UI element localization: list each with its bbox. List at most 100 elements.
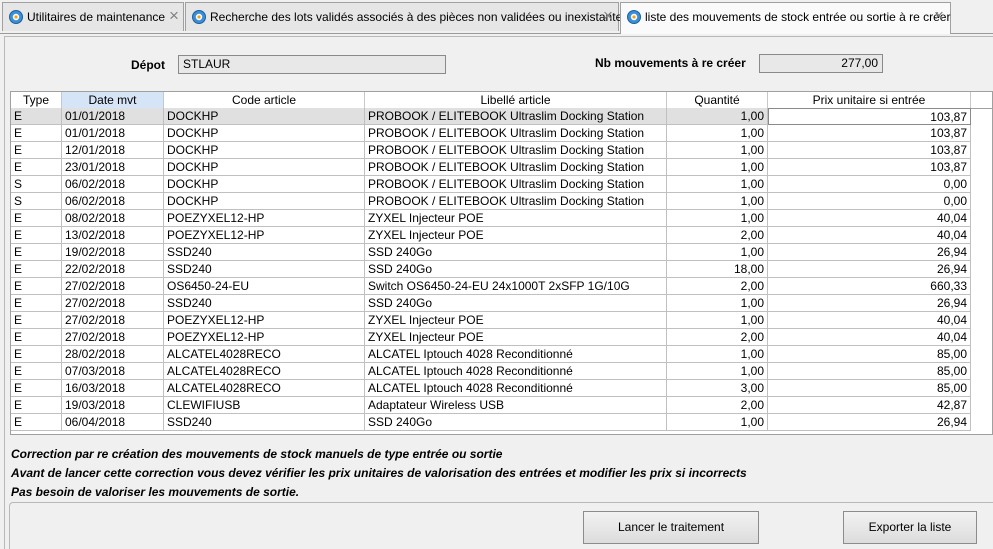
cell-prix[interactable]: 85,00	[768, 346, 971, 363]
cell-code: DOCKHP	[164, 125, 365, 142]
cell-quantite: 1,00	[667, 244, 768, 261]
table-row[interactable]: E 01/01/2018 DOCKHP PROBOOK / ELITEBOOK Ult…	[11, 108, 992, 125]
tab-utilitaires-maintenance[interactable]: Utilitaires de maintenance ×	[2, 2, 184, 31]
tab-label: Recherche des lots validés associés à de…	[210, 10, 629, 24]
cell-prix[interactable]: 40,04	[768, 312, 971, 329]
cell-prix[interactable]: 103,87	[768, 159, 971, 176]
cell-prix[interactable]: 40,04	[768, 329, 971, 346]
tab-liste-mouvements[interactable]: liste des mouvements de stock entrée ou …	[620, 2, 951, 34]
cell-prix[interactable]: 40,04	[768, 210, 971, 227]
cell-prix[interactable]: 660,33	[768, 278, 971, 295]
cell-date: 06/02/2018	[62, 176, 164, 193]
settings-gear-icon	[192, 10, 206, 24]
cell-libelle: SSD 240Go	[365, 414, 667, 431]
column-header-libelle[interactable]: Libellé article	[365, 92, 667, 108]
table-row[interactable]: E 27/02/2018 POEZYXEL12-HP ZYXEL Injecteur …	[11, 329, 992, 346]
cell-type: E	[11, 125, 62, 142]
table-row[interactable]: E 12/01/2018 DOCKHP PROBOOK / ELITEBOOK Ult…	[11, 142, 992, 159]
table-row[interactable]: E 08/02/2018 POEZYXEL12-HP ZYXEL Injecteur …	[11, 210, 992, 227]
cell-prix[interactable]: 40,04	[768, 227, 971, 244]
cell-date: 16/03/2018	[62, 380, 164, 397]
cell-code: OS6450-24-EU	[164, 278, 365, 295]
table-row[interactable]: E 16/03/2018 ALCATEL4028RECO ALCATEL Iptouc…	[11, 380, 992, 397]
cell-quantite: 1,00	[667, 295, 768, 312]
cell-quantite: 1,00	[667, 142, 768, 159]
cell-date: 27/02/2018	[62, 312, 164, 329]
cell-code: SSD240	[164, 414, 365, 431]
cell-code: POEZYXEL12-HP	[164, 312, 365, 329]
cell-type: E	[11, 380, 62, 397]
column-header-date[interactable]: Date mvt	[62, 92, 164, 108]
depot-field[interactable]: STLAUR	[178, 55, 446, 74]
cell-prix[interactable]: 103,87	[768, 125, 971, 142]
cell-code: ALCATEL4028RECO	[164, 346, 365, 363]
cell-libelle: Switch OS6450-24-EU 24x1000T 2xSFP 1G/10…	[365, 278, 667, 295]
cell-prix[interactable]: 26,94	[768, 261, 971, 278]
table-row[interactable]: E 07/03/2018 ALCATEL4028RECO ALCATEL Iptouc…	[11, 363, 992, 380]
cell-quantite: 1,00	[667, 414, 768, 431]
cell-date: 07/03/2018	[62, 363, 164, 380]
cell-type: E	[11, 329, 62, 346]
cell-type: E	[11, 397, 62, 414]
table-row[interactable]: E 01/01/2018 DOCKHP PROBOOK / ELITEBOOK Ult…	[11, 125, 992, 142]
table-row[interactable]: E 28/02/2018 ALCATEL4028RECO ALCATEL Iptouc…	[11, 346, 992, 363]
cell-prix[interactable]: 0,00	[768, 193, 971, 210]
close-icon[interactable]: ×	[603, 6, 613, 25]
cell-quantite: 1,00	[667, 159, 768, 176]
export-list-button[interactable]: Exporter la liste	[843, 511, 977, 544]
column-header-type[interactable]: Type	[11, 92, 62, 108]
cell-libelle: PROBOOK / ELITEBOOK Ultraslim Docking St…	[365, 108, 667, 125]
column-header-quantite[interactable]: Quantité	[667, 92, 768, 108]
cell-type: S	[11, 193, 62, 210]
instructions: Correction par re création des mouvement…	[11, 445, 747, 502]
tab-recherche-lots[interactable]: Recherche des lots validés associés à de…	[185, 2, 628, 31]
cell-libelle: ALCATEL Iptouch 4028 Reconditionné	[365, 380, 667, 397]
table-row[interactable]: E 23/01/2018 DOCKHP PROBOOK / ELITEBOOK Ult…	[11, 159, 992, 176]
table-row[interactable]: E 27/02/2018 OS6450-24-EU Switch OS6450-24-…	[11, 278, 992, 295]
cell-code: SSD240	[164, 295, 365, 312]
table-row[interactable]: E 27/02/2018 SSD240 SSD 240Go 1,00 26,94	[11, 295, 992, 312]
launch-treatment-button[interactable]: Lancer le traitement	[583, 511, 759, 544]
cell-type: S	[11, 176, 62, 193]
cell-type: E	[11, 346, 62, 363]
cell-code: DOCKHP	[164, 176, 365, 193]
table-row[interactable]: S 06/02/2018 DOCKHP PROBOOK / ELITEBOOK Ult…	[11, 193, 992, 210]
cell-date: 27/02/2018	[62, 295, 164, 312]
cell-type: E	[11, 159, 62, 176]
tab-label: liste des mouvements de stock entrée ou …	[645, 10, 951, 24]
cell-prix[interactable]: 42,87	[768, 397, 971, 414]
cell-libelle: Adaptateur Wireless USB	[365, 397, 667, 414]
cell-prix[interactable]: 26,94	[768, 295, 971, 312]
cell-quantite: 2,00	[667, 278, 768, 295]
cell-quantite: 2,00	[667, 329, 768, 346]
table-header: Type Date mvt Code article Libellé artic…	[11, 92, 992, 109]
instruction-line: Pas besoin de valoriser les mouvements d…	[11, 485, 300, 499]
table-row[interactable]: S 06/02/2018 DOCKHP PROBOOK / ELITEBOOK Ult…	[11, 176, 992, 193]
close-icon[interactable]: ×	[169, 6, 179, 25]
cell-prix[interactable]: 103,87	[768, 142, 971, 159]
cell-quantite: 1,00	[667, 193, 768, 210]
cell-libelle: ZYXEL Injecteur POE	[365, 210, 667, 227]
table-row[interactable]: E 27/02/2018 POEZYXEL12-HP ZYXEL Injecteur …	[11, 312, 992, 329]
table-row[interactable]: E 13/02/2018 POEZYXEL12-HP ZYXEL Injecteur …	[11, 227, 992, 244]
table-row[interactable]: E 19/02/2018 SSD240 SSD 240Go 1,00 26,94	[11, 244, 992, 261]
cell-libelle: ALCATEL Iptouch 4028 Reconditionné	[365, 363, 667, 380]
cell-quantite: 1,00	[667, 125, 768, 142]
column-header-code[interactable]: Code article	[164, 92, 365, 108]
table-row[interactable]: E 06/04/2018 SSD240 SSD 240Go 1,00 26,94	[11, 414, 992, 431]
cell-prix[interactable]: 103,87	[768, 108, 971, 125]
cell-type: E	[11, 278, 62, 295]
table-row[interactable]: E 22/02/2018 SSD240 SSD 240Go 18,00 26,94	[11, 261, 992, 278]
cell-code: DOCKHP	[164, 159, 365, 176]
table-row[interactable]: E 19/03/2018 CLEWIFIUSB Adaptateur Wireless…	[11, 397, 992, 414]
nb-mouvements-label: Nb mouvements à re créer	[595, 56, 746, 70]
cell-prix[interactable]: 85,00	[768, 380, 971, 397]
cell-type: E	[11, 210, 62, 227]
cell-prix[interactable]: 26,94	[768, 244, 971, 261]
close-icon[interactable]: ×	[934, 6, 944, 25]
cell-prix[interactable]: 0,00	[768, 176, 971, 193]
cell-libelle: ZYXEL Injecteur POE	[365, 312, 667, 329]
cell-prix[interactable]: 85,00	[768, 363, 971, 380]
column-header-prix[interactable]: Prix unitaire si entrée	[768, 92, 971, 108]
cell-prix[interactable]: 26,94	[768, 414, 971, 431]
